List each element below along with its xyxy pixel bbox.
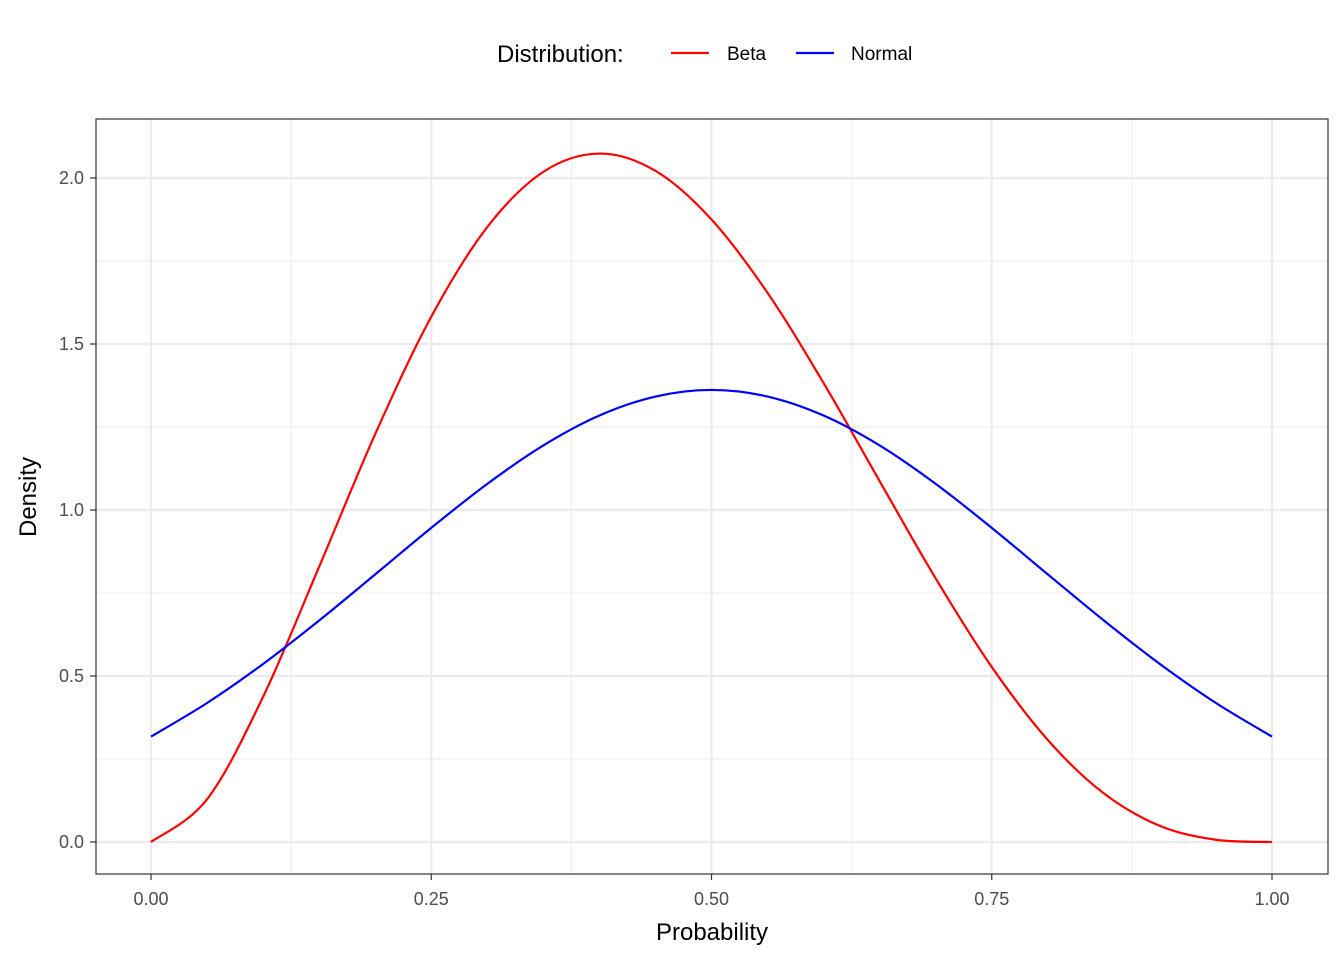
x-tick-label: 0.25 [414, 889, 449, 909]
y-axis-title: Density [15, 457, 42, 537]
legend-title: Distribution: [497, 41, 624, 68]
x-tick-label: 1.00 [1254, 889, 1289, 909]
x-tick-label: 0.00 [133, 889, 168, 909]
y-tick-label: 2.0 [59, 168, 84, 188]
x-axis-title: Probability [656, 919, 768, 946]
legend-label-normal: Normal [851, 44, 912, 65]
legend: Distribution: Beta Normal [497, 41, 912, 68]
y-tick-label: 0.5 [59, 666, 84, 686]
series-line-beta [150, 152, 1273, 844]
series-line-normal [150, 388, 1273, 738]
x-tick-label: 0.50 [694, 889, 729, 909]
legend-label-beta: Beta [727, 44, 767, 65]
y-tick-label: 1.0 [59, 500, 84, 520]
y-tick-label: 0.0 [59, 832, 84, 852]
grid [96, 119, 1328, 874]
y-axis: 0.0 0.5 1.0 1.5 2.0 [59, 168, 96, 852]
x-axis: 0.00 0.25 0.50 0.75 1.00 [133, 874, 1290, 909]
series-lines [150, 152, 1273, 844]
y-tick-label: 1.5 [59, 334, 84, 354]
x-tick-label: 0.75 [974, 889, 1009, 909]
